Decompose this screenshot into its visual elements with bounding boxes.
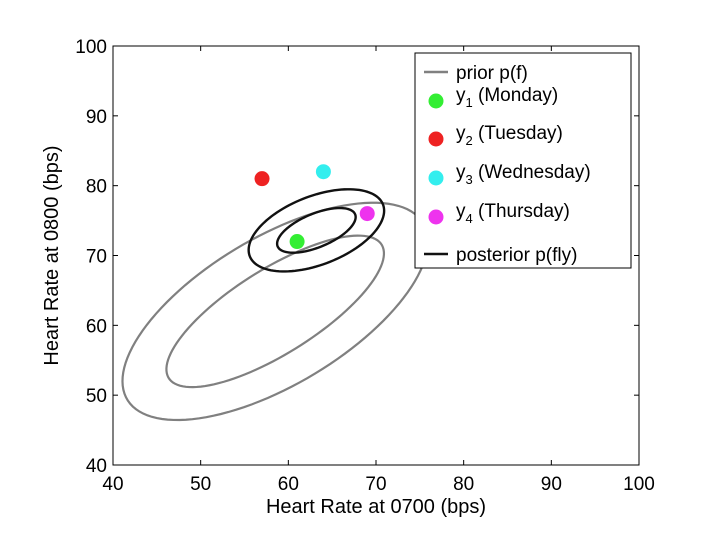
x-tick-label: 80 [453, 474, 474, 495]
legend-posterior-label: posterior p(fly) [456, 245, 577, 266]
legend: prior p(f)y1 (Monday) y2 (Tuesday) y3 (Wed… [414, 52, 632, 269]
prior-contour-1 [165, 234, 386, 389]
y-tick-label: 100 [75, 37, 107, 58]
prior-contour-2 [121, 201, 429, 422]
x-axis-label: Heart Rate at 0700 (bps) [266, 496, 486, 518]
point-y3 [315, 164, 331, 180]
x-tick-label: 70 [365, 474, 386, 495]
ticks-layer: 40 50 60 70 80 90 100 40 50 60 70 80 90 100 [75, 37, 655, 495]
legend-y3-marker [428, 170, 444, 186]
legend-y4-marker [428, 209, 444, 225]
y-tick-label: 80 [86, 177, 107, 198]
legend-y3-label: y3 (Wednesday) [456, 162, 591, 187]
legend-box [414, 52, 632, 269]
x-tick-label: 100 [623, 474, 655, 495]
point-y1 [289, 234, 305, 250]
x-tick-label: 40 [102, 474, 123, 495]
y-tick-label: 90 [86, 107, 107, 128]
legend-y2-marker [428, 131, 444, 147]
y-tick-label: 40 [86, 456, 107, 477]
point-y2 [254, 171, 270, 187]
legend-y2-label: y2 (Tuesday) [456, 123, 563, 148]
y-tick-label: 70 [86, 247, 107, 268]
legend-y4-label: y4 (Thursday) [456, 201, 570, 226]
y-axis-label: Heart Rate at 0800 (bps) [41, 145, 63, 365]
posterior-contour-1 [275, 206, 357, 254]
legend-prior-label: prior p(f) [456, 63, 528, 84]
x-tick-label: 90 [541, 474, 562, 495]
contours-layer [121, 188, 429, 422]
legend-y1-label: y1 (Monday) [456, 85, 558, 110]
x-tick-label: 50 [190, 474, 211, 495]
legend-y1-marker [428, 93, 444, 109]
x-tick-label: 60 [278, 474, 299, 495]
y-tick-label: 50 [86, 386, 107, 407]
points-layer [254, 164, 375, 250]
posterior-contour-2 [247, 188, 386, 273]
point-y4 [359, 206, 375, 222]
y-tick-label: 60 [86, 316, 107, 337]
